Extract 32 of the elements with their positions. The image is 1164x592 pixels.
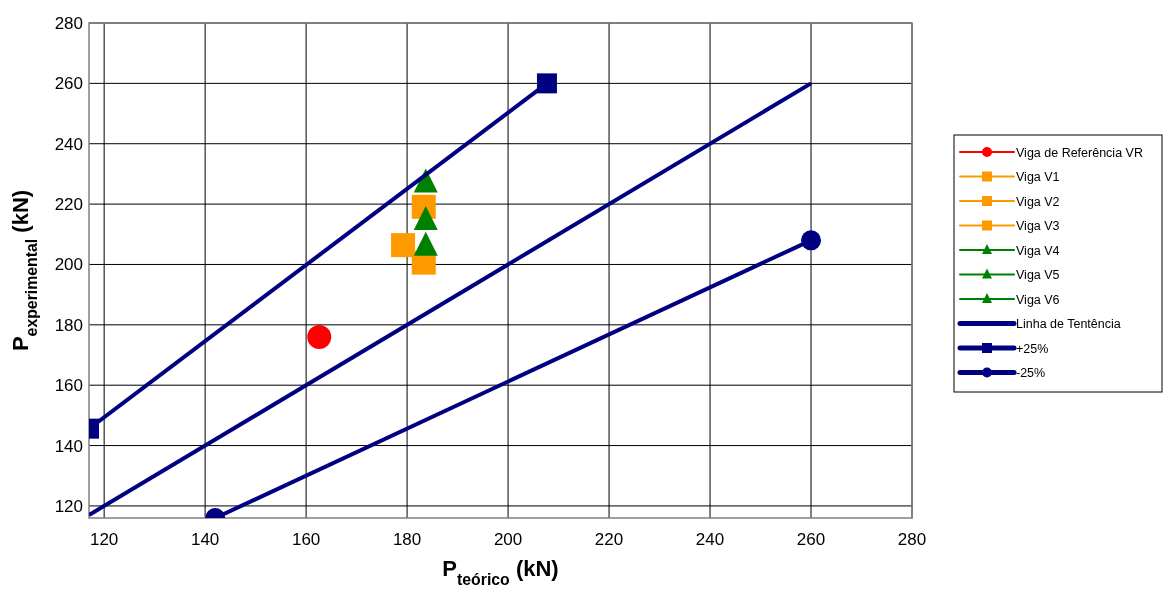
x-tick-label: 280 (897, 530, 927, 549)
y-tick-label: 140 (54, 436, 83, 456)
x-tick-label: 140 (190, 530, 220, 549)
x-tick-label: 160 (291, 530, 321, 549)
legend-label: Viga V1 (1016, 170, 1060, 184)
legend-label: Linha de Tentência (1016, 317, 1121, 331)
point (307, 324, 332, 349)
y-tick-label: 240 (54, 134, 83, 154)
legend-label: Viga V3 (1016, 219, 1060, 233)
x-tick-label: 260 (796, 530, 826, 549)
x-tick-label: 200 (493, 530, 523, 549)
legend-label: +25% (1016, 341, 1049, 356)
y-tick-label: 160 (54, 376, 83, 396)
legend-label: Viga V5 (1016, 268, 1060, 282)
point (801, 230, 822, 251)
legend-label: Viga de Referência VR (1016, 145, 1143, 160)
x-axis-title: P$_{teórico}$ (kN) (442, 556, 559, 588)
x-tick-label: 120 (89, 530, 119, 549)
point (391, 233, 416, 258)
legend-label: Viga V6 (1016, 292, 1060, 307)
legend-label: Viga V4 (1016, 243, 1060, 258)
x-tick-label: 220 (594, 530, 624, 549)
y-tick-label: 200 (54, 255, 83, 275)
x-tick-label: 240 (695, 530, 725, 549)
legend-label: -25% (1016, 366, 1046, 380)
y-tick-label: 180 (54, 315, 83, 335)
y-tick-label: 120 (54, 496, 83, 516)
x-tick-label: 180 (392, 530, 422, 549)
y-tick-label: 220 (54, 195, 83, 215)
legend-label: Viga V2 (1016, 194, 1060, 209)
y-tick-label: 260 (54, 74, 83, 94)
y-tick-label: 280 (54, 14, 83, 33)
